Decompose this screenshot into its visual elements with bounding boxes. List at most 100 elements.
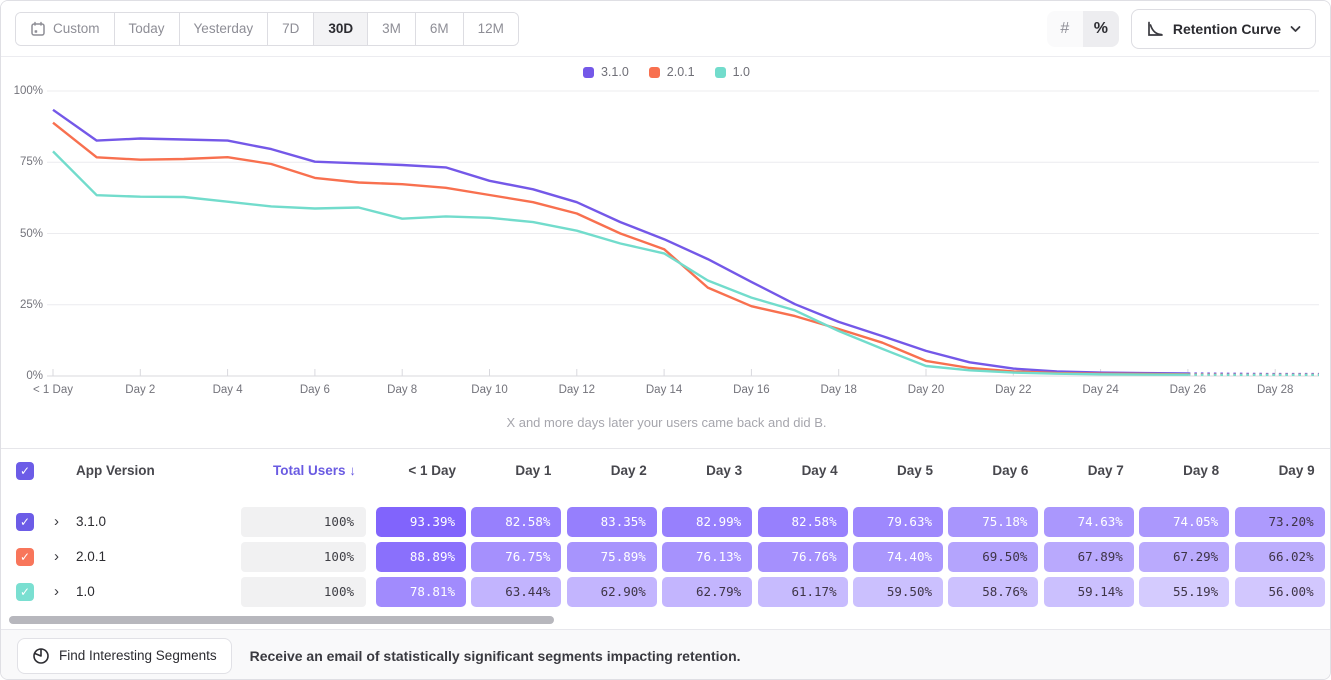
retention-chart: 3.1.0 2.0.1 1.0 0% 25% 50% 75% 100% < 1 Day Day … <box>1 57 1330 448</box>
legend-item-1.0[interactable]: 1.0 <box>714 65 750 79</box>
row-expand-chevron[interactable]: › <box>54 513 59 530</box>
retention-cell[interactable]: 75.18% <box>948 507 1039 537</box>
retention-cell[interactable]: 82.58% <box>471 507 562 537</box>
find-interesting-segments-button[interactable]: Find Interesting Segments <box>17 637 232 674</box>
retention-cell[interactable]: 76.75% <box>471 542 562 572</box>
retention-curve-icon <box>1146 20 1164 38</box>
column-header-day[interactable]: Day 8 <box>1183 463 1220 478</box>
date-range-label: 3M <box>382 21 401 36</box>
legend-swatch <box>648 66 660 78</box>
date-range-label: Today <box>128 21 165 36</box>
calendar-icon <box>30 21 46 37</box>
legend-item-2.0.1[interactable]: 2.0.1 <box>648 65 695 79</box>
percent-mode-button[interactable]: % <box>1082 10 1119 47</box>
date-range-3m[interactable]: 3M <box>368 12 416 45</box>
column-header-day[interactable]: < 1 Day <box>408 463 456 478</box>
x-axis-label: Day 12 <box>558 384 596 396</box>
column-header-day[interactable]: Day 6 <box>992 463 1029 478</box>
chevron-down-icon <box>1290 25 1301 33</box>
total-users-cell: 100% <box>241 577 366 607</box>
date-range-6m[interactable]: 6M <box>415 12 464 45</box>
chart-caption: X and more days later your users came ba… <box>506 415 827 430</box>
date-range-label: 7D <box>282 21 300 36</box>
y-axis-label: 25% <box>19 298 43 311</box>
retention-cell[interactable]: 74.63% <box>1043 507 1134 537</box>
view-selector-dropdown[interactable]: Retention Curve <box>1130 8 1316 49</box>
retention-cell[interactable]: 59.50% <box>853 577 943 607</box>
retention-cell[interactable]: 55.19% <box>1139 577 1230 607</box>
column-header-day[interactable]: Day 9 <box>1278 463 1315 478</box>
toolbar: Custom Today Yesterday 7D 30D 3M 6M 12M # % Ret… <box>1 1 1330 57</box>
date-range-today[interactable]: Today <box>114 12 180 45</box>
x-axis-label: Day 8 <box>387 384 418 396</box>
column-header-total-users[interactable]: Total Users ↓ <box>272 463 356 478</box>
find-interesting-segments-label: Find Interesting Segments <box>59 648 217 663</box>
row-checkbox[interactable]: ✓ <box>16 583 34 601</box>
column-header-day[interactable]: Day 2 <box>610 463 647 478</box>
retention-cell[interactable]: 62.79% <box>662 577 753 607</box>
x-axis-label: Day 4 <box>212 384 243 396</box>
x-axis-label: Day 20 <box>907 384 945 396</box>
date-range-custom[interactable]: Custom <box>16 12 115 45</box>
date-range-7d[interactable]: 7D <box>268 12 315 45</box>
date-range-label: 12M <box>477 21 504 36</box>
retention-cell[interactable]: 78.81% <box>376 577 466 607</box>
retention-cell[interactable]: 66.02% <box>1234 542 1325 572</box>
column-header-day[interactable]: Day 3 <box>706 463 743 478</box>
x-axis-label: Day 26 <box>1169 384 1207 396</box>
date-range-30d[interactable]: 30D <box>314 12 369 45</box>
row-expand-chevron[interactable]: › <box>54 583 59 600</box>
footer-message: Receive an email of statistically signif… <box>249 647 741 664</box>
chart-legend: 3.1.0 2.0.1 1.0 <box>1 65 1330 79</box>
retention-cell[interactable]: 76.76% <box>757 542 848 572</box>
x-axis-label: Day 2 <box>125 384 156 396</box>
column-header-day[interactable]: Day 7 <box>1087 463 1124 478</box>
retention-cell[interactable]: 76.13% <box>662 542 753 572</box>
retention-cell[interactable]: 59.14% <box>1043 577 1134 607</box>
table-header-row: ✓ App Version Total Users ↓ < 1 Day Day 1 Day… <box>1 449 1330 493</box>
column-header-day[interactable]: Day 1 <box>515 463 552 478</box>
retention-cell[interactable]: 67.29% <box>1139 542 1230 572</box>
legend-label: 2.0.1 <box>666 65 695 79</box>
retention-cell[interactable]: 79.63% <box>853 507 943 537</box>
y-axis-label: 100% <box>13 85 43 97</box>
column-header-day[interactable]: Day 5 <box>896 463 933 478</box>
retention-cell[interactable]: 58.76% <box>948 577 1039 607</box>
date-range-label: Yesterday <box>193 21 254 36</box>
footer-bar: Find Interesting Segments Receive an ema… <box>1 629 1330 679</box>
retention-cell[interactable]: 62.90% <box>566 577 657 607</box>
retention-cell[interactable]: 73.20% <box>1234 507 1325 537</box>
retention-cell[interactable]: 75.89% <box>566 542 657 572</box>
retention-cell[interactable]: 69.50% <box>948 542 1039 572</box>
date-range-12m[interactable]: 12M <box>463 12 518 45</box>
retention-cell[interactable]: 93.39% <box>376 507 466 537</box>
row-expand-chevron[interactable]: › <box>54 548 59 565</box>
column-header-app-version: App Version <box>76 463 155 478</box>
legend-swatch <box>582 66 594 78</box>
retention-cell[interactable]: 63.44% <box>471 577 562 607</box>
retention-cell[interactable]: 82.99% <box>662 507 753 537</box>
retention-cell[interactable]: 83.35% <box>566 507 657 537</box>
row-checkbox[interactable]: ✓ <box>16 548 34 566</box>
x-axis-label: Day 10 <box>471 384 508 396</box>
column-header-day[interactable]: Day 4 <box>801 463 838 478</box>
select-all-checkbox[interactable]: ✓ <box>16 462 34 480</box>
legend-item-3.1.0[interactable]: 3.1.0 <box>582 65 629 79</box>
retention-cell[interactable]: 74.40% <box>853 542 943 572</box>
retention-cell[interactable]: 67.89% <box>1043 542 1134 572</box>
row-checkbox[interactable]: ✓ <box>16 513 34 531</box>
horizontal-scrollbar-thumb[interactable] <box>9 616 554 624</box>
x-axis-label: Day 28 <box>1256 384 1294 396</box>
date-range-label: 6M <box>429 21 449 36</box>
retention-cell[interactable]: 56.00% <box>1234 577 1325 607</box>
legend-swatch <box>714 66 726 78</box>
x-axis-label: Day 24 <box>1082 384 1119 396</box>
retention-cell[interactable]: 88.89% <box>376 542 466 572</box>
retention-cell[interactable]: 61.17% <box>757 577 848 607</box>
retention-cell[interactable]: 74.05% <box>1139 507 1230 537</box>
date-range-yesterday[interactable]: Yesterday <box>179 12 269 45</box>
number-mode-button[interactable]: # <box>1046 10 1083 47</box>
y-axis-label: 50% <box>19 227 43 240</box>
retention-cell[interactable]: 82.58% <box>757 507 848 537</box>
